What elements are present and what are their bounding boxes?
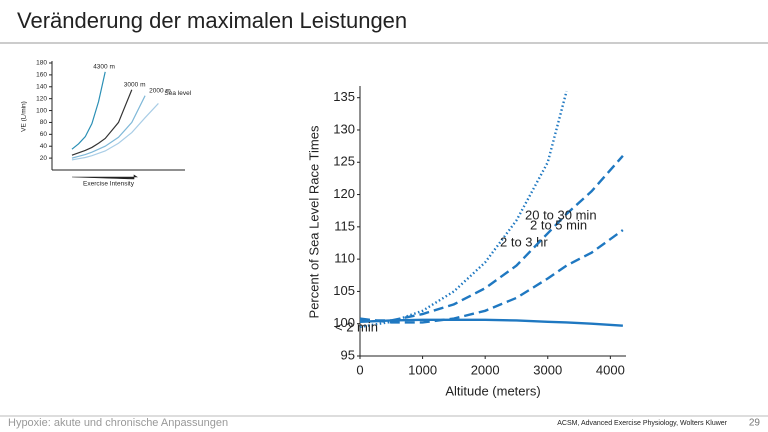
x-tick-label: 2000 [471, 362, 500, 377]
series-label: 3000 m [124, 81, 146, 88]
x-tick-label: 4000 [596, 362, 625, 377]
series-label: 2000 m [149, 87, 171, 94]
y-tick-label: 130 [333, 121, 355, 136]
y-tick-label: 120 [36, 95, 47, 102]
series-line [360, 155, 624, 322]
series-line [71, 103, 159, 161]
x-arrow [71, 174, 138, 180]
y-tick-label: 110 [334, 251, 355, 266]
y-tick-label: 80 [40, 119, 48, 126]
x-tick-label: 1000 [408, 362, 437, 377]
series-line [359, 318, 623, 327]
x-tick-label: 0 [356, 362, 363, 377]
page-number: 29 [749, 418, 761, 429]
y-tick-label: 100 [36, 107, 47, 114]
y-tick-label: 135 [333, 89, 355, 104]
series-label: 2 to 3 hr [500, 234, 548, 249]
series-label: 2 to 5 min [530, 217, 587, 232]
footer-text: Hypoxie: akute und chronische Anpassunge… [8, 417, 228, 429]
source: ACSM, Advanced Exercise Physiology, Wolt… [557, 420, 727, 427]
y-tick-label: 120 [333, 186, 355, 201]
y-tick-label: 140 [36, 83, 47, 90]
series-line [359, 229, 624, 324]
series-label: 20 to 30 min [525, 207, 597, 222]
slide-title: Veränderung der maximalen Leistungen [17, 8, 407, 33]
y-axis-label: Percent of Sea Level Race Times [306, 125, 321, 318]
series-label: 4300 m [93, 64, 115, 71]
series-label: Sea level [164, 90, 191, 97]
series-line [71, 71, 106, 150]
y-tick-label: 125 [333, 154, 355, 169]
series-line [71, 95, 146, 159]
series-label: < 2 min [335, 319, 378, 334]
y-tick-label: 60 [40, 131, 48, 138]
y-tick-label: 40 [40, 143, 48, 150]
series-line [71, 89, 133, 156]
y-tick-label: 160 [36, 72, 47, 79]
y-tick-label: 100 [333, 315, 355, 330]
y-tick-label: 180 [36, 60, 47, 67]
x-axis-label: Exercise Intensity [83, 181, 135, 188]
x-tick-label: 3000 [533, 362, 562, 377]
x-axis-label: Altitude (meters) [445, 383, 540, 398]
y-tick-label: 105 [333, 283, 355, 298]
y-axis-label: VE (L/min) [21, 101, 28, 132]
y-tick-label: 20 [40, 155, 48, 162]
y-tick-label: 95 [341, 347, 355, 362]
y-tick-label: 115 [334, 218, 355, 233]
